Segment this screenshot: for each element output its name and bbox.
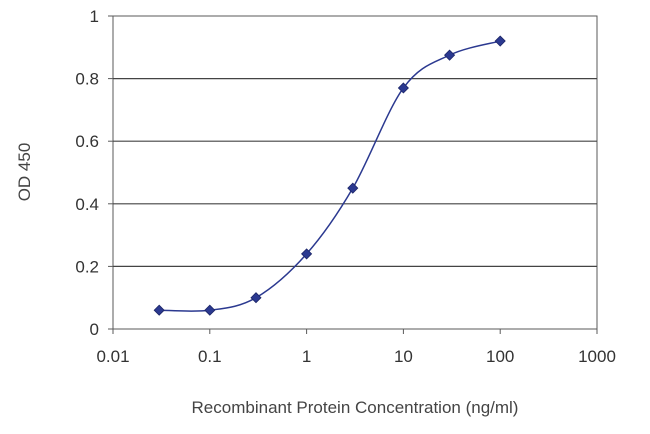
- data-point: [250, 292, 262, 304]
- data-point: [444, 49, 456, 61]
- data-point: [347, 182, 359, 194]
- y-tick-label: 0.4: [75, 195, 99, 214]
- series-line: [159, 40, 501, 312]
- x-axis-ticks: 0.01 0.1 1 10 100 1000: [96, 329, 616, 366]
- data-point: [397, 82, 409, 94]
- y-tick-label: 0.6: [75, 132, 99, 151]
- plot-area: [112, 15, 598, 330]
- x-tick-label: 0.1: [198, 347, 222, 366]
- gridlines: [113, 77, 597, 267]
- x-axis-label: Recombinant Protein Concentration (ng/ml…: [192, 398, 519, 417]
- data-point: [494, 35, 506, 47]
- y-axis-label: OD 450: [15, 143, 34, 202]
- x-tick-label: 100: [486, 347, 514, 366]
- data-point: [153, 304, 165, 316]
- x-tick-label: 10: [394, 347, 413, 366]
- y-tick-label: 0.8: [75, 70, 99, 89]
- data-points: [153, 35, 506, 316]
- data-point: [204, 304, 216, 316]
- x-tick-label: 1: [302, 347, 311, 366]
- y-axis-ticks: 0 0.2 0.4 0.6 0.8 1: [75, 7, 113, 339]
- x-tick-label: 1000: [578, 347, 616, 366]
- y-tick-label: 1: [90, 7, 99, 26]
- x-tick-label: 0.01: [96, 347, 129, 366]
- y-tick-label: 0.2: [75, 257, 99, 276]
- data-point: [301, 248, 313, 260]
- y-tick-label: 0: [90, 320, 99, 339]
